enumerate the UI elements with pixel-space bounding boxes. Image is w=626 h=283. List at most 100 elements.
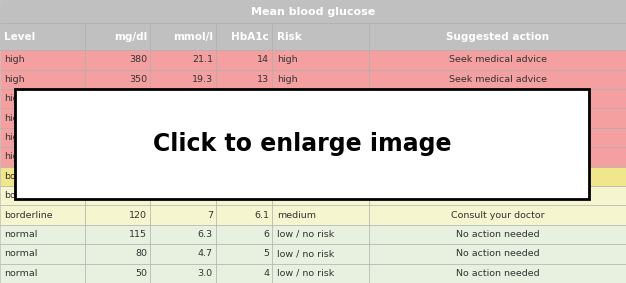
Text: medium: medium [277,191,316,200]
Bar [150,244,216,263]
Text: Risk: Risk [277,32,302,42]
Bar [150,50,216,70]
Bar [85,23,150,50]
Bar [369,166,626,186]
Bar [272,147,369,166]
Bar [0,70,85,89]
Bar [272,70,369,89]
Bar [85,147,150,166]
Bar [216,108,272,128]
Bar [150,166,216,186]
Bar [369,50,626,70]
Text: 120: 120 [129,211,147,220]
Text: high: high [277,133,297,142]
Text: 5: 5 [263,249,269,258]
Bar [216,89,272,108]
Bar [85,166,150,186]
Text: 7: 7 [207,211,213,220]
Bar [369,89,626,108]
Bar [85,70,150,89]
Text: high: high [277,152,297,161]
Text: low / no risk: low / no risk [277,230,334,239]
Text: 6.1: 6.1 [254,211,269,220]
Text: normal: normal [4,269,38,278]
Text: low / no risk: low / no risk [277,249,334,258]
Text: 4: 4 [263,269,269,278]
Text: Mean blood glucose: Mean blood glucose [251,7,375,17]
Text: Level: Level [4,32,36,42]
Text: 7: 7 [263,191,269,200]
Text: 380: 380 [129,55,147,64]
Bar [85,186,150,205]
Text: 180: 180 [129,172,147,181]
Bar [0,89,85,108]
Bar [15,89,589,199]
Bar [0,186,85,205]
Text: low / no risk: low / no risk [277,269,334,278]
Text: Consult your doctor: Consult your doctor [451,191,545,200]
Text: Seek medical advice: Seek medical advice [449,113,546,123]
Text: Seek medical advice: Seek medical advice [449,133,546,142]
Text: 11: 11 [257,113,269,123]
Bar [272,108,369,128]
Bar [85,244,150,263]
Text: high: high [4,75,25,84]
Text: medium: medium [277,172,316,181]
Text: Seek medical advice: Seek medical advice [449,94,546,103]
Text: high: high [4,55,25,64]
Bar [150,89,216,108]
Bar [0,50,85,70]
Text: No action needed: No action needed [456,230,540,239]
Bar [272,128,369,147]
Text: Click to enlarge image: Click to enlarge image [153,132,451,156]
Text: 150: 150 [129,191,147,200]
Bar [150,128,216,147]
Bar [272,263,369,283]
Bar [369,108,626,128]
Text: high: high [4,133,25,142]
Bar [216,205,272,225]
Bar [150,205,216,225]
Bar [150,147,216,166]
Text: 21.1: 21.1 [192,55,213,64]
Text: 80: 80 [135,249,147,258]
Bar [0,147,85,166]
Bar [0,225,85,244]
Text: 200: 200 [129,152,147,161]
Bar [272,205,369,225]
Text: borderline: borderline [4,191,53,200]
Bar [272,225,369,244]
Text: 50: 50 [135,269,147,278]
Bar [216,186,272,205]
Text: No action needed: No action needed [456,269,540,278]
Text: 8: 8 [263,172,269,181]
Text: borderline: borderline [4,172,53,181]
Bar [369,263,626,283]
Text: high: high [4,94,25,103]
Bar [85,128,150,147]
Bar [369,244,626,263]
Bar [272,23,369,50]
Text: normal: normal [4,249,38,258]
Bar [150,263,216,283]
Bar [85,89,150,108]
Text: 4.7: 4.7 [198,249,213,258]
Text: 240: 240 [129,133,147,142]
Bar [216,166,272,186]
Text: mmol/l: mmol/l [173,32,213,42]
Text: 10.0: 10.0 [192,172,213,181]
Bar [216,244,272,263]
Bar [369,186,626,205]
Bar [272,166,369,186]
Text: 115: 115 [129,230,147,239]
Bar [150,186,216,205]
Text: high: high [4,152,25,161]
Text: 8.2: 8.2 [198,191,213,200]
Bar [0,244,85,263]
Bar [150,108,216,128]
Text: high: high [277,113,297,123]
Text: 13: 13 [257,75,269,84]
Bar [0,205,85,225]
Text: 9: 9 [263,152,269,161]
Text: 12: 12 [257,94,269,103]
